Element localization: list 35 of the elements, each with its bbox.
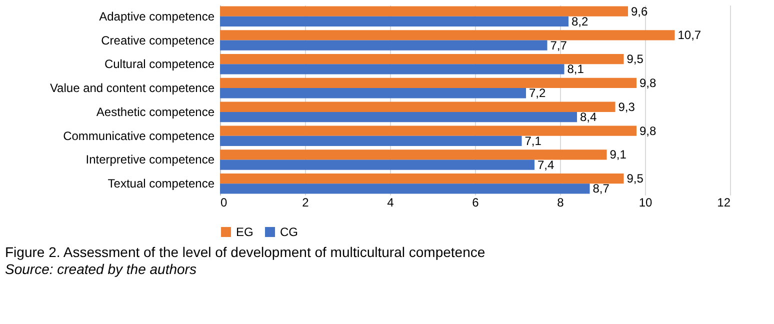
- y-tick-label: Value and content competence: [50, 81, 215, 96]
- x-tick-label: 6: [472, 196, 480, 210]
- x-tick-label: 0: [220, 196, 228, 210]
- data-label: 8,7: [592, 182, 610, 196]
- caption: Figure 2. Assessment of the level of development of multicultural competence: [5, 244, 486, 260]
- data-label: 9,5: [626, 172, 644, 186]
- y-tick-label: Communicative competence: [63, 128, 215, 143]
- source-note: Source: created by the authors: [5, 261, 196, 277]
- legend-label: CG: [280, 225, 298, 239]
- y-tick-label: Aesthetic competence: [96, 104, 215, 119]
- y-tick-label: Textual competence: [108, 176, 215, 191]
- data-label: 9,6: [631, 4, 648, 18]
- x-tick-label: 4: [387, 196, 394, 210]
- data-label: 9,1: [610, 148, 627, 162]
- y-tick-label: Cultural competence: [104, 57, 215, 72]
- x-tick-label: 8: [557, 196, 564, 210]
- data-label: 10,7: [678, 28, 702, 42]
- x-tick-label: 2: [302, 196, 310, 210]
- x-tick-label: 12: [717, 196, 731, 210]
- data-label: 9,8: [640, 124, 657, 138]
- y-tick-label: Adaptive competence: [99, 9, 215, 24]
- legend-label: EG: [236, 225, 254, 239]
- data-label: 7,4: [538, 158, 555, 172]
- x-tick-label: 10: [638, 196, 652, 210]
- data-label: 7,1: [524, 134, 542, 148]
- data-label: 9,3: [618, 100, 636, 114]
- y-tick-label: Creative competence: [101, 33, 215, 48]
- data-label: 7,2: [529, 86, 546, 100]
- data-label: 9,8: [640, 76, 657, 90]
- data-label: 8,1: [567, 62, 584, 76]
- data-label: 8,2: [572, 14, 589, 28]
- y-tick-label: Interpretive competence: [86, 152, 215, 167]
- data-label: 9,5: [626, 52, 644, 66]
- data-label: 8,4: [580, 110, 598, 124]
- data-label: 7,7: [550, 38, 568, 52]
